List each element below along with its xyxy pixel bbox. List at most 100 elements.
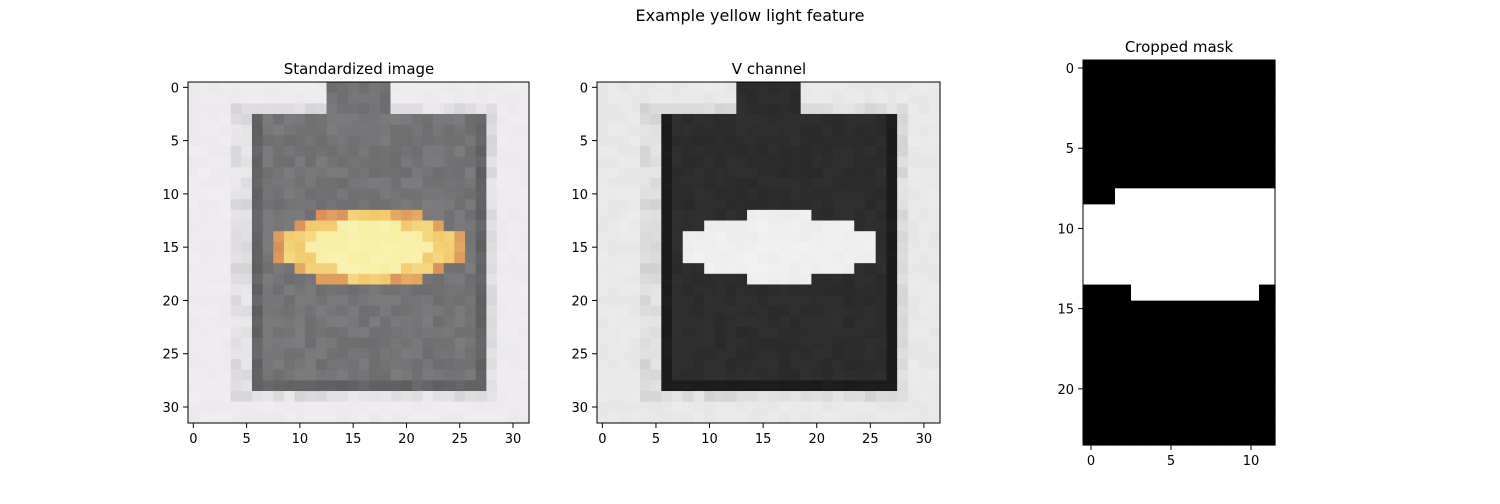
pixel-cell — [518, 241, 530, 254]
pixel-cell — [283, 369, 296, 381]
pixel-cell — [864, 177, 877, 190]
pixel-cell — [262, 103, 274, 115]
pixel-cell — [475, 113, 487, 126]
pixel-cell — [757, 209, 770, 222]
pixel-cell — [518, 82, 530, 94]
pixel-cell — [475, 284, 487, 296]
pixel-cell — [1179, 140, 1196, 157]
pixel-cell — [682, 348, 695, 360]
pixel-cell — [358, 209, 370, 222]
pixel-cell — [230, 177, 242, 190]
pixel-cell — [475, 156, 487, 168]
pixel-cell — [358, 348, 370, 360]
pixel-cell — [1083, 140, 1100, 157]
pixel-cell — [401, 113, 413, 126]
pixel-cell — [725, 103, 737, 115]
pixel-cell — [465, 188, 477, 200]
pixel-cell — [897, 167, 909, 179]
pixel-cell — [198, 167, 210, 179]
pixel-cell — [1259, 124, 1276, 141]
pixel-cell — [789, 348, 802, 360]
pixel-cell — [897, 263, 909, 275]
pixel-cell — [454, 92, 466, 104]
x-tick-label: 20 — [808, 432, 825, 447]
pixel-cell — [326, 199, 338, 211]
pixel-cell — [454, 380, 466, 392]
pixel-cell — [650, 167, 662, 179]
pixel-cell — [347, 124, 360, 136]
pixel-cell — [1243, 188, 1260, 205]
pixel-cell — [369, 327, 381, 339]
pixel-cell — [209, 177, 221, 190]
v-channel-frame — [596, 81, 941, 424]
pixel-cell — [822, 103, 834, 115]
pixel-cell — [1259, 428, 1276, 446]
pixel-cell — [875, 103, 888, 115]
pixel-cell — [241, 401, 253, 413]
pixel-cell — [597, 103, 609, 115]
pixel-cell — [1259, 140, 1276, 157]
pixel-cell — [198, 412, 210, 424]
pixel-cell — [337, 177, 349, 190]
pixel-cell — [1115, 364, 1132, 382]
pixel-cell — [639, 124, 652, 136]
pixel-cell — [475, 369, 487, 381]
pixel-cell — [607, 199, 620, 211]
pixel-cell — [875, 199, 888, 211]
pixel-cell — [283, 92, 296, 104]
pixel-cell — [315, 263, 328, 275]
pixel-cell — [347, 327, 360, 339]
pixel-cell — [475, 327, 487, 339]
pixel-cell — [875, 263, 888, 275]
pixel-cell — [1227, 300, 1244, 318]
pixel-cell — [411, 412, 424, 424]
pixel-cell — [779, 273, 791, 286]
pixel-cell — [661, 273, 673, 286]
pixel-cell — [433, 348, 445, 360]
pixel-cell — [1227, 76, 1244, 93]
pixel-cell — [736, 401, 748, 413]
pixel-cell — [714, 263, 727, 275]
pixel-cell — [315, 327, 328, 339]
pixel-cell — [486, 135, 498, 147]
pixel-cell — [1243, 300, 1260, 318]
pixel-cell — [337, 337, 349, 350]
y-tick-label: 20 — [1057, 383, 1074, 398]
pixel-cell — [1115, 156, 1132, 173]
pixel-cell — [1179, 412, 1196, 430]
y-tick-label: 30 — [571, 401, 588, 416]
pixel-cell — [639, 263, 652, 275]
pixel-cell — [639, 156, 652, 168]
pixel-cell — [768, 177, 780, 190]
pixel-cell — [725, 327, 737, 339]
pixel-cell — [693, 380, 705, 392]
pixel-cell — [811, 295, 823, 307]
pixel-cell — [907, 188, 920, 200]
pixel-cell — [811, 305, 823, 318]
pixel-cell — [650, 401, 662, 413]
pixel-cell — [864, 188, 877, 200]
pixel-cell — [886, 252, 898, 264]
pixel-cell — [672, 295, 684, 307]
pixel-cell — [454, 305, 466, 318]
pixel-cell — [1099, 412, 1116, 430]
pixel-cell — [929, 252, 941, 264]
pixel-cell — [422, 92, 434, 104]
pixel-cell — [907, 252, 920, 264]
pixel-cell — [822, 124, 834, 136]
pixel-cell — [875, 241, 888, 254]
pixel-cell — [358, 92, 370, 104]
pixel-cell — [704, 412, 716, 424]
pixel-cell — [918, 156, 930, 168]
pixel-cell — [337, 412, 349, 424]
pixel-cell — [262, 295, 274, 307]
pixel-cell — [518, 348, 530, 360]
pixel-cell — [454, 327, 466, 339]
pixel-cell — [597, 92, 609, 104]
pixel-cell — [650, 124, 662, 136]
pixel-cell — [811, 156, 823, 168]
pixel-cell — [897, 124, 909, 136]
pixel-cell — [219, 380, 232, 392]
pixel-cell — [1147, 364, 1164, 382]
pixel-cell — [1179, 92, 1196, 109]
